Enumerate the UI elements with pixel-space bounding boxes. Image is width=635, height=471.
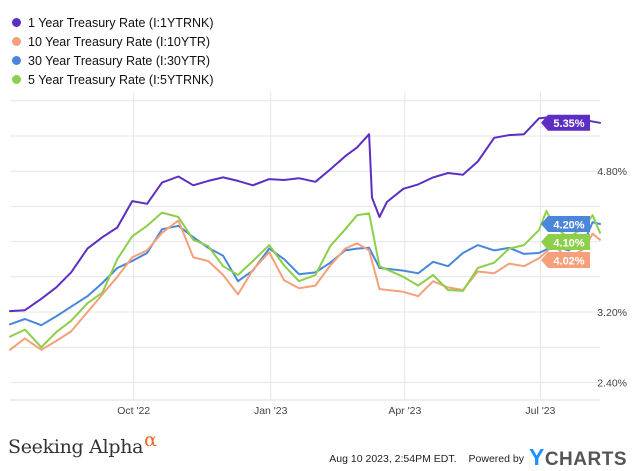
end-value-tag: 4.10% [541,234,590,250]
gridlines [10,92,600,401]
end-value-label: 4.02% [553,255,584,267]
legend-marker [12,75,21,84]
legend-label: 1 Year Treasury Rate (I:1YTRNK) [28,15,214,30]
x-tick-label: Oct '22 [117,405,150,417]
end-value-label: 5.35% [553,118,584,130]
end-value-label: 4.10% [553,237,584,249]
legend-marker [12,56,21,65]
footer-attribution: Aug 10 2023, 2:54PM EDT. Powered by YCHA… [329,444,627,471]
seeking-alpha-logo[interactable]: Seeking Alphaα [8,429,157,458]
powered-by-label: Powered by [468,453,524,465]
end-value-tag: 4.20% [541,216,590,232]
legend-marker [12,18,21,27]
x-tick-label: Apr '23 [388,405,421,417]
series-line [9,221,601,327]
alpha-symbol-icon: α [144,429,157,451]
end-value-tag: 5.35% [541,114,590,131]
timestamp: Aug 10 2023, 2:54PM EDT. [329,453,457,465]
legend-label: 30 Year Treasury Rate (I:30YTR) [28,53,211,68]
y-tick-label: 3.20% [597,307,627,319]
legend-item-1yr[interactable]: 1 Year Treasury Rate (I:1YTRNK) [12,13,214,32]
legend-item-10yr[interactable]: 10 Year Treasury Rate (I:10YTR) [12,32,214,51]
series-lines [9,115,601,351]
end-value-tag-shape [541,234,590,250]
series-line [9,115,601,313]
ycharts-wordmark: CHARTS [544,449,627,470]
end-value-label: 4.20% [553,219,584,231]
end-value-tag-shape [541,216,590,232]
y-tick-label: 4.80% [597,166,627,178]
brand-name: Seeking Alpha [8,436,144,458]
x-tick-label: Jul '23 [525,405,555,417]
end-value-tag-shape [541,252,590,268]
y-tick-label: 2.40% [597,377,627,389]
legend: 1 Year Treasury Rate (I:1YTRNK) 10 Year … [12,13,214,89]
end-value-tag-shape [541,114,590,131]
series-line [9,219,601,351]
legend-item-30yr[interactable]: 30 Year Treasury Rate (I:30YTR) [12,51,214,70]
series-line [9,209,601,349]
ycharts-logo[interactable]: YCHARTS [529,444,627,471]
x-tick-label: Jan '23 [254,405,288,417]
legend-label: 5 Year Treasury Rate (I:5YTRNK) [28,72,214,87]
legend-label: 10 Year Treasury Rate (I:10YTR) [28,34,211,49]
end-value-labels: 5.35% 4.20% 4.10% 4.02% [541,114,590,268]
ycharts-y-glyph: Y [528,444,545,470]
y-axis-ticks: 2.40% 3.20% 4.80% [597,166,627,389]
legend-item-5yr[interactable]: 5 Year Treasury Rate (I:5YTRNK) [12,70,214,89]
end-value-tag: 4.02% [541,252,590,268]
x-axis-ticks: Oct '22 Jan '23 Apr '23 Jul '23 [117,405,555,417]
legend-marker [12,37,21,46]
